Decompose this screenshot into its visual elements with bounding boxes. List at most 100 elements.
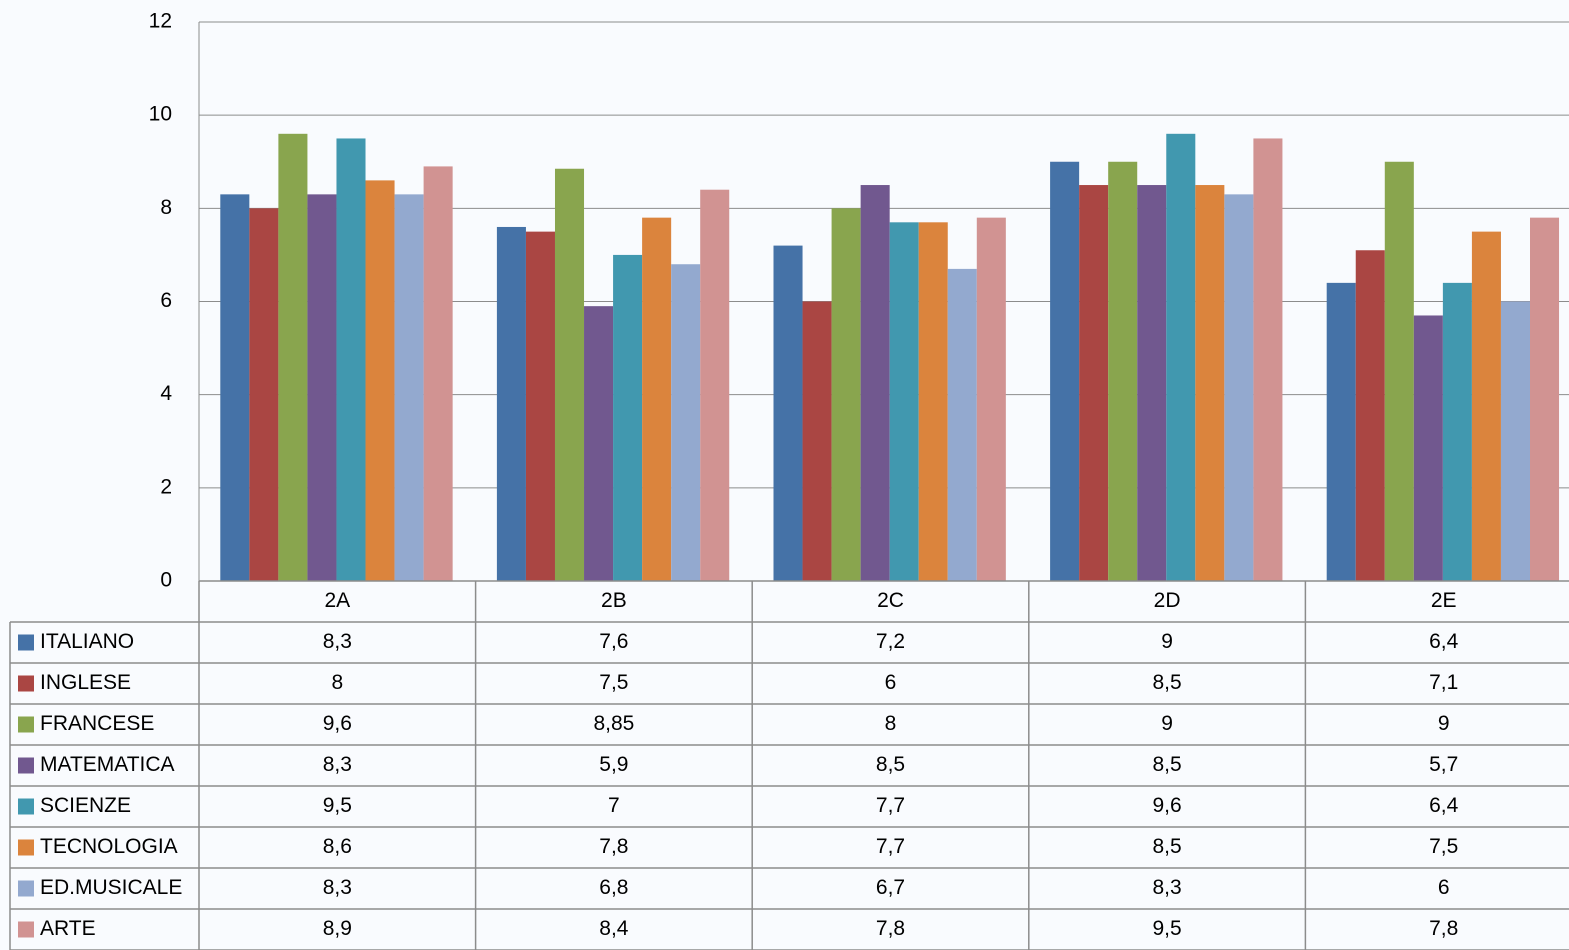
legend-swatch [18, 635, 34, 651]
y-tick-label: 12 [149, 10, 172, 33]
bar [307, 194, 336, 581]
x-tick-label: 2C [877, 589, 904, 612]
table-value: 9 [1161, 630, 1173, 653]
legend-swatch [18, 840, 34, 856]
table-value: 7,5 [599, 671, 628, 694]
y-tick-label: 6 [160, 289, 172, 312]
y-tick-label: 10 [149, 103, 172, 126]
table-value: 8,4 [599, 917, 629, 940]
legend-swatch [18, 922, 34, 938]
table-value: 6,8 [599, 876, 628, 899]
bar [1327, 283, 1356, 581]
table-value: 8 [331, 671, 343, 694]
bar [1414, 315, 1443, 581]
bar [773, 246, 802, 581]
bar [1079, 185, 1108, 581]
table-value: 7,2 [876, 630, 905, 653]
table-value: 6,4 [1429, 630, 1459, 653]
bar [977, 218, 1006, 581]
bar [1443, 283, 1472, 581]
legend-swatch [18, 717, 34, 733]
bar [336, 138, 365, 581]
y-tick-label: 0 [160, 569, 172, 592]
legend-label: INGLESE [40, 671, 131, 694]
bar [613, 255, 642, 581]
legend-swatch [18, 799, 34, 815]
bar [220, 194, 249, 581]
table-value: 6 [885, 671, 897, 694]
table-value: 8,6 [323, 835, 352, 858]
bar [919, 222, 948, 581]
table-value: 8,5 [1152, 753, 1181, 776]
legend-label: ITALIANO [40, 630, 134, 653]
table-value: 7,7 [876, 794, 905, 817]
x-tick-label: 2D [1154, 589, 1181, 612]
bar [424, 166, 453, 581]
bar [1195, 185, 1224, 581]
bar [555, 169, 584, 581]
legend-label: SCIENZE [40, 794, 131, 817]
bar [803, 302, 832, 582]
table-value: 7,1 [1429, 671, 1458, 694]
legend-label: FRANCESE [40, 712, 154, 735]
table-value: 8,5 [1152, 671, 1181, 694]
table-value: 8,5 [876, 753, 905, 776]
bar [1356, 250, 1385, 581]
table-value: 8,5 [1152, 835, 1181, 858]
legend-swatch [18, 881, 34, 897]
bar [1224, 194, 1253, 581]
x-tick-label: 2A [324, 589, 350, 612]
bar [1166, 134, 1195, 581]
table-value: 7 [608, 794, 620, 817]
bar [1050, 162, 1079, 581]
table-value: 7,7 [876, 835, 905, 858]
table-value: 7,6 [599, 630, 628, 653]
bar [948, 269, 977, 581]
legend-label: TECNOLOGIA [40, 835, 178, 858]
table-value: 5,7 [1429, 753, 1458, 776]
bar [497, 227, 526, 581]
table-value: 6 [1438, 876, 1450, 899]
table-value: 6,4 [1429, 794, 1459, 817]
x-tick-label: 2E [1431, 589, 1457, 612]
y-tick-label: 2 [160, 475, 172, 498]
table-value: 9 [1438, 712, 1450, 735]
y-tick-label: 4 [160, 382, 172, 405]
table-value: 9,6 [1152, 794, 1181, 817]
bar [1501, 302, 1530, 582]
bar [278, 134, 307, 581]
table-value: 7,5 [1429, 835, 1458, 858]
table-value: 8,85 [593, 712, 634, 735]
bar [366, 180, 395, 581]
bar [890, 222, 919, 581]
table-value: 9,6 [323, 712, 352, 735]
bar [526, 232, 555, 581]
table-value: 7,8 [599, 835, 628, 858]
bar [861, 185, 890, 581]
table-value: 8,9 [323, 917, 352, 940]
bar [642, 218, 671, 581]
table-value: 7,8 [1429, 917, 1458, 940]
bar [1253, 138, 1282, 581]
legend-label: MATEMATICA [40, 753, 175, 776]
bar [1108, 162, 1137, 581]
x-tick-label: 2B [601, 589, 627, 612]
legend-swatch [18, 758, 34, 774]
bar [700, 190, 729, 581]
bar [584, 306, 613, 581]
y-tick-label: 8 [160, 196, 172, 219]
bar [671, 264, 700, 581]
legend-label: ED.MUSICALE [40, 876, 182, 899]
table-value: 8,3 [1152, 876, 1181, 899]
table-value: 9 [1161, 712, 1173, 735]
table-value: 7,8 [876, 917, 905, 940]
table-value: 8,3 [323, 753, 352, 776]
bar [1385, 162, 1414, 581]
bar [1137, 185, 1166, 581]
table-value: 8,3 [323, 876, 352, 899]
bar [249, 208, 278, 581]
legend-label: ARTE [40, 917, 96, 940]
legend-swatch [18, 676, 34, 692]
bar [832, 208, 861, 581]
bar [1530, 218, 1559, 581]
